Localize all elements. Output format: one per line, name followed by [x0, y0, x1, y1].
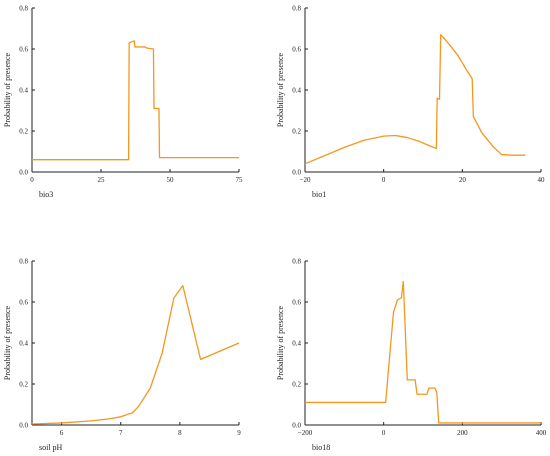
y-tick-label: 0.6	[19, 46, 28, 54]
y-tick-label: 0.6	[19, 299, 28, 307]
y-tick-label: 0.6	[292, 299, 301, 307]
y-tick-label: 0.2	[19, 381, 28, 389]
x-tick-label: 0	[382, 429, 386, 437]
x-tick-label: −20	[300, 176, 311, 184]
y-tick-label: 0.4	[19, 87, 28, 95]
x-tick-label: 75	[236, 176, 244, 184]
x-axis-label: bio18	[312, 443, 330, 452]
x-tick-label: 7	[119, 429, 123, 437]
x-axis-label: bio3	[39, 190, 53, 199]
x-tick-label: 0	[382, 176, 386, 184]
x-tick-label: 6	[60, 429, 64, 437]
y-axis-label: Probability of presence	[276, 305, 285, 380]
x-axis-label: soil pH	[39, 443, 63, 452]
x-tick-label: 400	[536, 429, 547, 437]
x-tick-label: 0	[30, 176, 34, 184]
y-axis-label: Probability of presence	[276, 52, 285, 127]
y-tick-label: 0.8	[292, 5, 301, 13]
response-curve	[31, 284, 240, 425]
y-tick-label: 0.8	[19, 258, 28, 266]
y-tick-label: 0.0	[292, 169, 301, 177]
x-tick-label: −200	[298, 429, 313, 437]
y-tick-label: 0.4	[292, 340, 301, 348]
x-tick-label: 200	[457, 429, 468, 437]
y-tick-label: 0.8	[292, 258, 301, 266]
y-axis-label: Probability of presence	[3, 52, 12, 127]
x-tick-label: 20	[459, 176, 467, 184]
x-tick-label: 25	[98, 176, 106, 184]
response-curve	[32, 40, 239, 161]
y-axis-label: Probability of presence	[3, 305, 12, 380]
x-axis-label: bio1	[312, 190, 326, 199]
y-tick-label: 0.4	[19, 340, 28, 348]
chart-panel-4: 0.0 0.2 0.4 0.6 0.8 −200 0 200 400 bio18 Probabili…	[276, 258, 547, 453]
y-tick-label: 0.2	[19, 128, 28, 136]
y-tick-label: 0.0	[19, 422, 28, 430]
x-tick-label: 40	[538, 176, 546, 184]
y-tick-label: 0.8	[19, 5, 28, 13]
x-tick-label: 9	[237, 429, 241, 437]
response-curve	[305, 280, 541, 424]
y-tick-label: 0.2	[292, 381, 301, 389]
x-tick-label: 8	[178, 429, 182, 437]
y-tick-label: 0.0	[19, 169, 28, 177]
chart-panel-1: 0.0 0.2 0.4 0.6 0.8 0 25 50 75 bio3 Probability of…	[3, 5, 243, 200]
y-tick-label: 0.4	[292, 87, 301, 95]
chart-panel-2: 0.0 0.2 0.4 0.6 0.8 −20 0 20 40 bio1 Probability o…	[276, 5, 545, 200]
y-tick-label: 0.0	[292, 422, 301, 430]
y-tick-label: 0.2	[292, 128, 301, 136]
chart-panel-3: 0.0 0.2 0.4 0.6 0.8 6 7 8 9 soil pH Probability of…	[3, 258, 241, 453]
x-tick-label: 50	[167, 176, 175, 184]
response-curve	[304, 34, 526, 165]
y-tick-label: 0.6	[292, 46, 301, 54]
